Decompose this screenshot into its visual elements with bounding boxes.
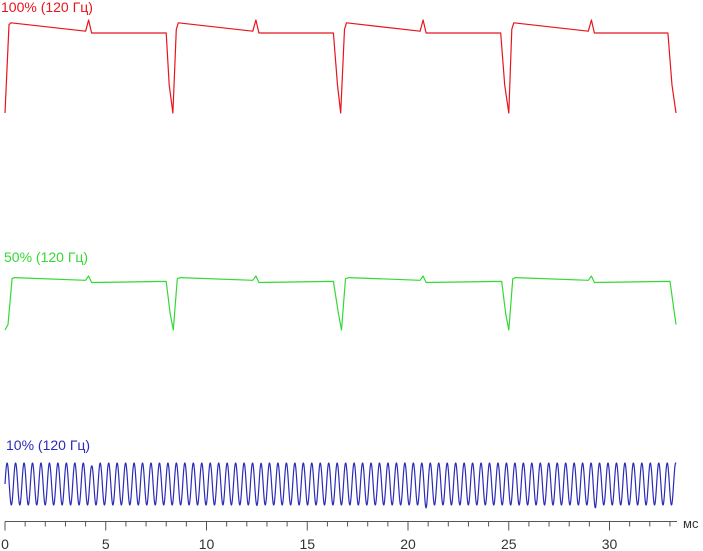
series-label-10: 10% (120 Гц) xyxy=(6,437,90,453)
series-labels: 100% (120 Гц) 50% (120 Гц) 10% (120 Гц) xyxy=(1,0,93,453)
trace-series-10 xyxy=(4,462,677,509)
x-tick-label: 25 xyxy=(501,536,517,551)
trace-series-100 xyxy=(4,19,677,114)
x-tick-label: 5 xyxy=(102,536,110,551)
x-tick-label: 10 xyxy=(199,536,215,551)
x-tick-label: 30 xyxy=(602,536,618,551)
traces-layer xyxy=(4,19,677,509)
trace-series-50 xyxy=(4,275,677,331)
series-label-50: 50% (120 Гц) xyxy=(4,249,88,265)
x-unit-label: мс xyxy=(683,516,699,531)
x-tick-label: 20 xyxy=(400,536,416,551)
x-axis: 0 5 10 15 20 25 30 xyxy=(1,521,677,551)
series-label-100: 100% (120 Гц) xyxy=(1,0,93,15)
x-tick-label: 0 xyxy=(1,536,9,551)
x-tick-label: 15 xyxy=(299,536,315,551)
